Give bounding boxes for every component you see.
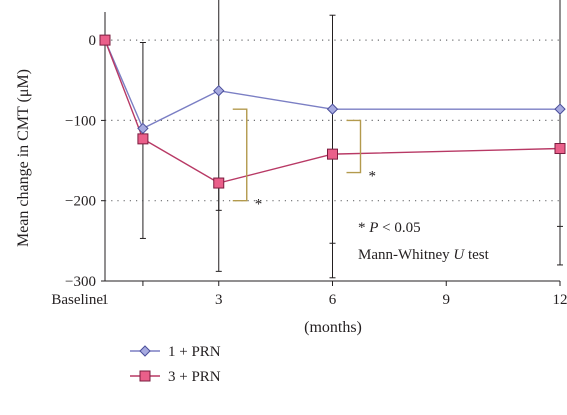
x-tick-label: 1 <box>101 292 109 308</box>
y-tick-label: 0 <box>89 33 97 49</box>
legend-label: 3 + PRN <box>168 369 221 385</box>
y-tick-label: −100 <box>65 113 96 129</box>
legend-entry-2: 3 + PRN <box>130 369 221 385</box>
legend-entry-1: 1 + PRN <box>130 344 221 360</box>
legend: 1 + PRN 3 + PRN <box>130 344 221 385</box>
y-tick-labels: 0 −100 −200 −300 <box>65 33 105 290</box>
x-axis-title: (months) <box>304 319 362 336</box>
significance-star: * <box>369 169 377 185</box>
legend-label: 1 + PRN <box>168 344 221 360</box>
x-tick-label: Baseline <box>51 292 103 308</box>
significance-star: * <box>255 197 263 213</box>
y-tick-label: −200 <box>65 194 96 210</box>
x-tick-label: 6 <box>329 292 337 308</box>
marker-diamond <box>213 84 225 97</box>
x-tick-label: 3 <box>215 292 223 308</box>
x-tick-label: 12 <box>553 292 567 308</box>
significance-brackets: ** <box>232 108 377 213</box>
x-tick-label: 9 <box>443 292 451 308</box>
marker-square <box>213 177 225 189</box>
annotation-test: Mann-Whitney U test <box>358 247 490 263</box>
legend-marker-diamond <box>139 345 151 357</box>
marker-diamond <box>326 103 339 115</box>
marker-diamond <box>554 103 566 115</box>
marker-square <box>99 34 111 46</box>
marker-square <box>137 133 149 145</box>
marker-square <box>327 148 338 160</box>
significance-bracket <box>232 108 248 202</box>
marker-diamond <box>137 122 149 135</box>
legend-marker-square <box>139 370 151 382</box>
annotation-pvalue: * P < 0.05 <box>358 220 421 236</box>
y-tick-label: −300 <box>65 274 96 290</box>
marker-square <box>554 143 566 155</box>
series-markers <box>99 34 566 189</box>
y-axis-title: Mean change in CMT (μM) <box>15 69 32 247</box>
significance-bracket <box>346 119 362 174</box>
error-bars <box>139 0 563 279</box>
stat-annotation: * P < 0.05 Mann-Whitney U test <box>358 220 490 263</box>
gridlines <box>105 39 560 202</box>
